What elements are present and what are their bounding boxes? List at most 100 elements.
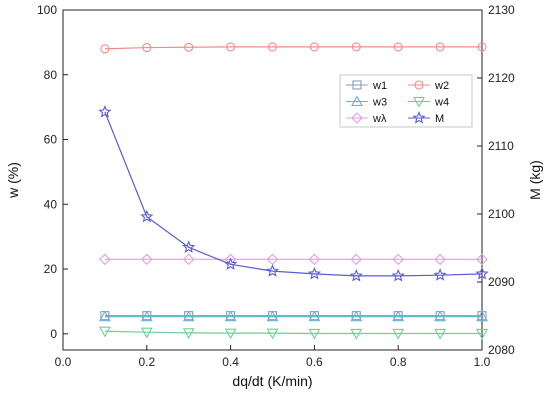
data-point — [308, 328, 321, 340]
data-point — [309, 42, 319, 52]
legend-marker — [352, 80, 362, 90]
data-point — [182, 253, 195, 266]
plot-frame — [62, 9, 483, 351]
series-line — [104, 330, 482, 335]
data-point — [266, 310, 279, 322]
x-tick-label: 0.8 — [390, 355, 407, 369]
data-point — [224, 257, 238, 270]
data-point — [141, 253, 153, 266]
data-point — [182, 328, 195, 339]
left-y-tick-label: 20 — [44, 262, 58, 276]
data-point — [142, 43, 152, 53]
data-point — [476, 310, 488, 322]
legend: w1 w2 w3 w4 wλ M — [339, 74, 473, 128]
data-point — [477, 42, 487, 52]
data-point — [435, 42, 445, 52]
x-tick-label: 0.2 — [138, 355, 155, 369]
data-point — [434, 253, 446, 266]
x-axis-ticks: 0.0 0.2 0.4 0.6 0.8 1.0 — [55, 345, 491, 369]
data-point — [391, 268, 405, 282]
legend-label: w3 — [372, 97, 387, 109]
right-y-tick-label: 2120 — [488, 71, 515, 85]
series-w2 — [100, 42, 487, 54]
data-point — [475, 266, 489, 280]
right-y-tick-label: 2080 — [488, 343, 515, 357]
legend-label: M — [435, 113, 444, 125]
legend-item: w4 — [408, 97, 449, 109]
series-w4 — [98, 326, 488, 340]
legend-marker — [414, 80, 424, 90]
data-point — [350, 253, 363, 266]
legend-label: wλ — [372, 113, 387, 125]
left-y-axis-ticks: 0 20 40 60 80 100 — [37, 3, 68, 341]
series-layer — [98, 42, 489, 340]
data-point — [98, 326, 111, 338]
series-line — [104, 46, 482, 50]
series-M — [98, 105, 489, 282]
data-point — [392, 253, 404, 266]
data-point — [182, 240, 196, 253]
x-tick-label: 1.0 — [474, 355, 491, 369]
legend-marker — [412, 111, 426, 124]
right-y-tick-label: 2110 — [488, 139, 514, 153]
data-point — [393, 42, 403, 52]
data-point — [350, 310, 363, 322]
data-point — [433, 268, 447, 281]
data-point — [98, 105, 112, 118]
series-w1 — [100, 311, 487, 321]
left-y-tick-label: 100 — [37, 3, 57, 17]
x-axis-title: dq/dt (K/min) — [232, 373, 312, 389]
series-line — [104, 111, 483, 277]
data-point — [266, 328, 279, 340]
x-tick-label: 0.0 — [55, 355, 72, 369]
right-y-tick-label: 2130 — [488, 3, 515, 17]
data-point — [434, 310, 447, 322]
data-point — [476, 253, 488, 266]
data-point — [184, 42, 194, 52]
legend-label: w1 — [372, 80, 387, 92]
data-point — [265, 264, 280, 277]
left-y-tick-label: 0 — [50, 327, 57, 341]
data-point — [267, 42, 278, 52]
data-point — [182, 310, 195, 322]
data-point — [308, 253, 321, 266]
data-point — [224, 310, 237, 322]
data-point — [351, 42, 361, 52]
right-y-axis-title: M (kg) — [527, 160, 543, 200]
data-point — [350, 328, 363, 340]
data-point — [100, 44, 110, 54]
data-point — [226, 42, 236, 52]
data-point — [349, 268, 363, 282]
data-point — [140, 209, 154, 223]
left-y-tick-label: 60 — [44, 133, 58, 147]
right-y-tick-label: 2090 — [488, 275, 515, 289]
data-point — [140, 327, 153, 339]
data-point — [434, 328, 447, 340]
legend-item: wλ — [346, 112, 387, 125]
data-point — [99, 253, 111, 266]
legend-item: w3 — [346, 95, 387, 109]
x-tick-label: 0.6 — [306, 355, 323, 369]
left-y-axis-title: w (%) — [5, 162, 21, 199]
left-y-tick-label: 80 — [44, 68, 58, 82]
right-y-axis-ticks: 2080 2090 2100 2110 2120 2130 — [477, 3, 515, 357]
data-point — [224, 328, 237, 340]
legend-label: w2 — [434, 80, 449, 92]
legend-item: w2 — [408, 80, 449, 92]
data-point — [140, 310, 153, 322]
left-y-tick-label: 40 — [44, 197, 58, 211]
legend-marker — [351, 95, 363, 107]
data-point — [307, 266, 321, 280]
legend-marker — [351, 112, 363, 124]
series-wλ — [99, 253, 488, 266]
right-y-tick-label: 2100 — [488, 207, 515, 221]
data-point — [308, 310, 321, 322]
legend-label: w4 — [434, 97, 449, 109]
x-tick-label: 0.4 — [222, 355, 239, 369]
data-point — [98, 310, 111, 322]
legend-marker — [413, 96, 425, 108]
legend-item: M — [408, 111, 444, 125]
data-point — [392, 328, 405, 340]
data-point — [392, 310, 405, 322]
